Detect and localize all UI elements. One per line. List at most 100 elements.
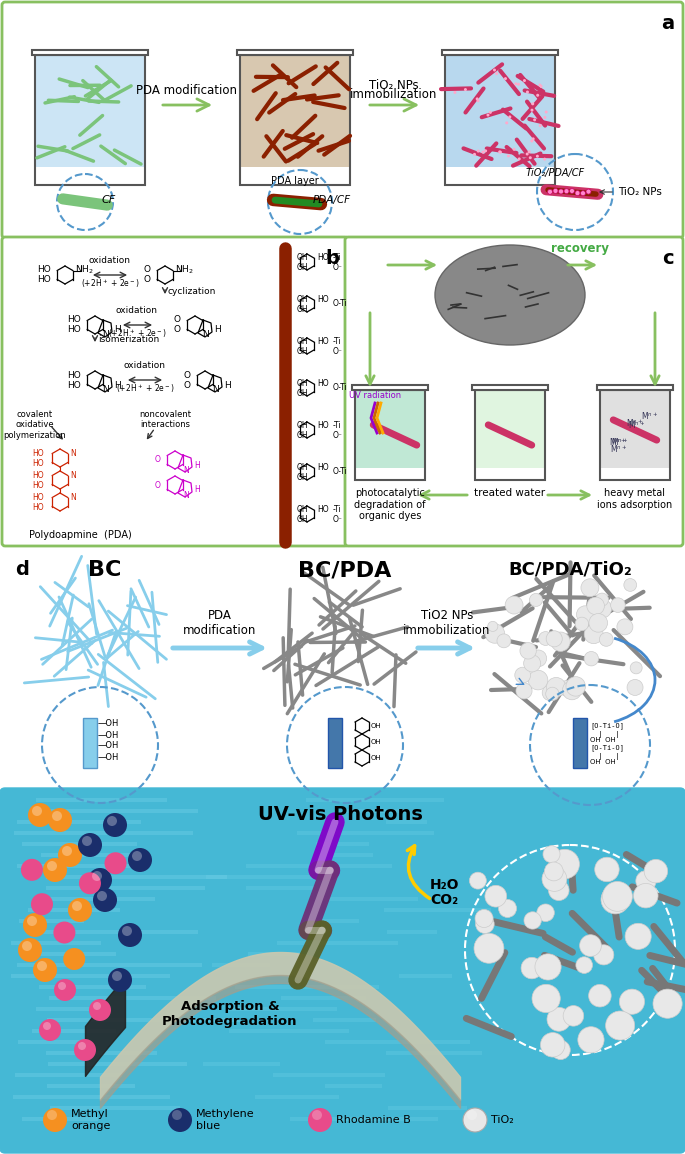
Bar — [36, 57, 144, 166]
Text: PDA modification: PDA modification — [136, 84, 238, 97]
Bar — [352, 385, 428, 390]
Text: |   |: | | — [590, 730, 620, 737]
Circle shape — [514, 82, 517, 85]
Circle shape — [575, 617, 588, 631]
Circle shape — [489, 111, 492, 114]
Text: OH: OH — [371, 755, 382, 760]
Bar — [248, 952, 299, 956]
Circle shape — [517, 83, 520, 85]
Text: Polydoapmine  (PDA): Polydoapmine (PDA) — [29, 530, 132, 540]
Circle shape — [105, 853, 127, 875]
Bar — [297, 831, 434, 835]
Circle shape — [543, 158, 546, 160]
Text: PDA layer: PDA layer — [271, 177, 319, 186]
Circle shape — [586, 189, 591, 194]
Text: UV-vis Photons: UV-vis Photons — [258, 805, 423, 824]
Circle shape — [32, 805, 42, 816]
Text: (+2H$^+$ + 2e$^-$): (+2H$^+$ + 2e$^-$) — [116, 382, 175, 395]
Circle shape — [653, 989, 682, 1018]
Text: OH: OH — [297, 472, 309, 481]
Bar — [325, 1040, 470, 1044]
Circle shape — [172, 1110, 182, 1121]
FancyBboxPatch shape — [2, 237, 348, 546]
Text: HO: HO — [317, 294, 329, 304]
Text: H: H — [214, 325, 221, 335]
Bar — [29, 908, 120, 912]
Bar — [388, 1106, 467, 1110]
Circle shape — [550, 849, 580, 879]
Bar — [281, 996, 366, 1001]
Circle shape — [108, 968, 132, 992]
Bar — [17, 962, 202, 967]
Bar — [399, 974, 451, 977]
Text: HO: HO — [67, 370, 81, 380]
Bar — [240, 55, 350, 185]
Text: (+2H$^+$ + 2e$^-$): (+2H$^+$ + 2e$^-$) — [81, 277, 140, 290]
Text: HO: HO — [32, 480, 44, 489]
Text: OH: OH — [297, 262, 309, 271]
Bar — [384, 908, 491, 912]
Circle shape — [72, 901, 82, 911]
Text: BC: BC — [88, 560, 122, 580]
Text: N: N — [212, 385, 219, 394]
Circle shape — [474, 934, 504, 964]
Bar — [343, 809, 408, 814]
Text: -Ti: -Ti — [333, 504, 342, 514]
Text: H: H — [194, 486, 200, 495]
Circle shape — [495, 72, 498, 75]
Text: OH  OH: OH OH — [590, 759, 616, 765]
Bar — [328, 718, 342, 769]
Circle shape — [97, 891, 107, 901]
Circle shape — [467, 1110, 477, 1121]
Circle shape — [54, 979, 76, 1001]
Text: O: O — [144, 276, 151, 285]
Text: —OH: —OH — [98, 719, 119, 728]
Circle shape — [312, 1110, 322, 1121]
Bar — [310, 919, 360, 923]
Bar — [48, 1062, 188, 1066]
Circle shape — [581, 579, 599, 597]
Circle shape — [485, 624, 505, 643]
Bar — [236, 986, 379, 989]
Circle shape — [112, 971, 122, 981]
Text: H: H — [194, 460, 200, 470]
Circle shape — [58, 982, 66, 990]
Bar — [10, 941, 101, 945]
Text: NH$_2$: NH$_2$ — [175, 264, 194, 276]
Text: N: N — [203, 330, 210, 339]
Circle shape — [536, 155, 539, 158]
Circle shape — [546, 688, 559, 700]
Text: HO: HO — [37, 276, 51, 285]
Circle shape — [595, 593, 608, 606]
Circle shape — [587, 597, 604, 615]
Circle shape — [599, 632, 613, 646]
Text: HO: HO — [67, 325, 81, 335]
Circle shape — [47, 861, 57, 871]
Bar — [355, 390, 425, 480]
Circle shape — [93, 1002, 101, 1010]
Circle shape — [603, 882, 632, 912]
Circle shape — [485, 885, 507, 907]
Bar — [17, 820, 141, 824]
Circle shape — [543, 117, 547, 119]
Bar — [22, 1117, 98, 1121]
Text: PDA/CF: PDA/CF — [313, 195, 351, 205]
Circle shape — [606, 1011, 635, 1040]
Bar — [597, 385, 673, 390]
Circle shape — [58, 844, 82, 867]
Circle shape — [469, 872, 486, 889]
Circle shape — [68, 898, 92, 922]
FancyBboxPatch shape — [0, 788, 685, 1153]
Circle shape — [63, 947, 85, 971]
Bar — [446, 57, 554, 166]
Circle shape — [43, 1108, 67, 1132]
Circle shape — [89, 999, 111, 1021]
Circle shape — [62, 846, 72, 856]
Circle shape — [18, 938, 42, 962]
Bar — [601, 391, 669, 467]
Bar — [445, 55, 555, 185]
Text: oxidation: oxidation — [116, 306, 158, 315]
Text: OH: OH — [297, 389, 309, 397]
Bar — [47, 886, 205, 890]
Text: NH$_2$: NH$_2$ — [75, 264, 94, 276]
